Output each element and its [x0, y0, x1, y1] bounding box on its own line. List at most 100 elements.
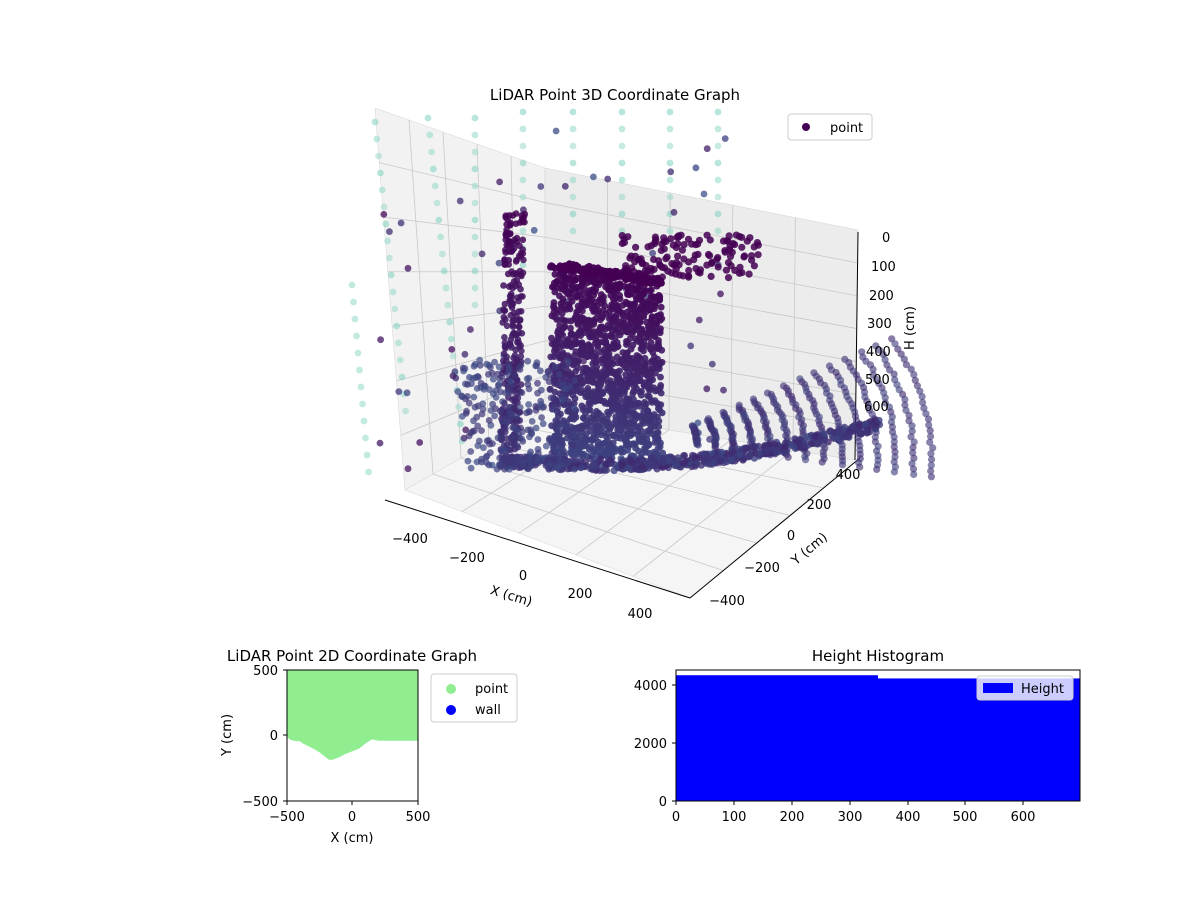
data-point	[519, 159, 527, 167]
data-point	[507, 389, 515, 396]
data-point	[389, 288, 397, 296]
data-point	[650, 414, 658, 422]
data-point	[719, 237, 728, 245]
data-point	[616, 432, 624, 439]
data-point	[928, 455, 936, 464]
data-point	[816, 434, 824, 442]
data-point	[478, 458, 485, 466]
data-point	[579, 314, 587, 322]
data-point	[532, 424, 540, 432]
data-point	[395, 339, 402, 347]
data-point	[607, 313, 615, 320]
data-point	[910, 454, 918, 462]
data-point	[391, 305, 399, 313]
data-point	[599, 390, 607, 397]
data-point	[740, 252, 749, 260]
data-point	[520, 461, 527, 468]
data-point	[862, 420, 869, 428]
data-point	[512, 426, 520, 434]
data-point	[454, 388, 462, 395]
data-point	[519, 176, 527, 184]
data-point	[377, 169, 384, 177]
data-point	[496, 461, 503, 468]
data-point	[659, 449, 667, 457]
data-point	[568, 331, 576, 338]
data-point	[632, 286, 640, 294]
y-tick-label: −200	[744, 561, 780, 576]
data-point	[572, 456, 580, 464]
data-point	[907, 433, 915, 441]
point-area-2d	[287, 670, 418, 760]
data-point	[595, 307, 602, 315]
data-point	[614, 305, 622, 313]
data-point	[630, 364, 638, 372]
data-point	[703, 145, 711, 153]
data-point	[721, 135, 729, 143]
data-point	[625, 464, 633, 472]
data-point	[491, 358, 498, 366]
data-point	[471, 403, 479, 411]
x-tick-label: 100	[722, 810, 747, 825]
chart-2d: LiDAR Point 2D Coordinate Graph 500 0 −5…	[220, 647, 518, 846]
data-point	[636, 318, 643, 325]
data-point	[635, 447, 643, 455]
data-point	[435, 216, 443, 224]
data-point	[512, 210, 520, 217]
data-point	[585, 291, 593, 299]
data-point	[610, 299, 618, 306]
data-point	[510, 316, 518, 324]
data-point	[458, 393, 466, 401]
x-tick-label: 200	[568, 587, 593, 602]
data-point	[567, 414, 575, 422]
data-point	[502, 389, 509, 397]
data-point	[513, 441, 521, 449]
data-point	[618, 193, 626, 201]
x-axis-label-2d: X (cm)	[331, 831, 374, 846]
data-point	[927, 473, 936, 481]
data-point	[908, 460, 916, 468]
data-point	[590, 460, 598, 468]
data-point	[628, 272, 636, 280]
data-point	[580, 377, 588, 385]
data-point	[517, 308, 525, 315]
data-point	[464, 457, 472, 465]
data-point	[653, 399, 661, 407]
data-point	[748, 256, 756, 264]
data-point	[577, 464, 585, 472]
data-point	[636, 305, 644, 313]
data-point	[708, 360, 716, 368]
data-point	[558, 417, 566, 424]
data-point	[348, 281, 356, 289]
data-point	[646, 376, 654, 384]
data-point	[624, 233, 632, 241]
data-point	[509, 396, 516, 404]
data-point	[627, 305, 635, 313]
legend-2d: point wall	[430, 673, 518, 723]
data-point	[471, 199, 479, 207]
data-point	[617, 445, 625, 453]
data-point	[617, 387, 625, 395]
data-point	[371, 118, 379, 126]
data-point	[574, 332, 582, 339]
data-point	[524, 357, 532, 365]
data-point	[489, 400, 496, 408]
data-point	[708, 259, 716, 268]
grid-line	[792, 217, 796, 451]
data-point	[578, 273, 586, 281]
data-point	[718, 448, 726, 456]
data-point	[670, 208, 678, 216]
z-tick-label: 100	[871, 260, 896, 275]
x-tick-label: 300	[838, 810, 863, 825]
data-point	[478, 427, 485, 434]
data-point	[548, 422, 555, 430]
data-point	[495, 381, 502, 389]
data-point	[631, 416, 638, 424]
data-point	[356, 366, 363, 374]
data-point	[664, 267, 672, 275]
data-point	[494, 434, 502, 442]
data-point	[537, 401, 545, 408]
y-axis-label-2d: Y (cm)	[220, 714, 235, 757]
data-point	[900, 355, 908, 363]
data-point	[557, 437, 565, 445]
data-point	[561, 182, 569, 190]
